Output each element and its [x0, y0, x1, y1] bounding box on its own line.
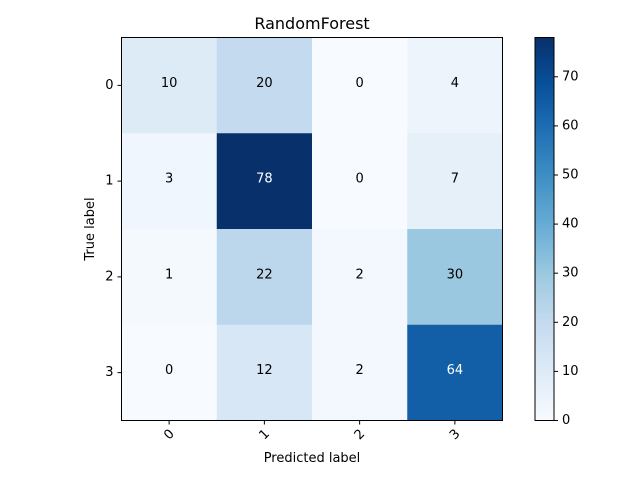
heatmap-cell [216, 324, 313, 421]
heatmap-cell [407, 37, 503, 134]
colorbar-tick-label: 40 [562, 217, 579, 232]
cell-value-label: 2 [355, 363, 363, 378]
y-axis-label: True label [83, 197, 98, 261]
cell-value-label: 20 [256, 76, 273, 91]
cell-value-label: 2 [355, 267, 363, 282]
x-tick-label: 0 [161, 427, 177, 443]
cell-value-label: 3 [165, 172, 173, 187]
heatmap-cells: 10 20 0 43 78 0 71 22 2 300 12 2 64 [121, 37, 503, 421]
heatmap-cell [312, 133, 408, 230]
x-axis-label: Predicted label [264, 451, 361, 466]
cell-value-label: 10 [161, 76, 178, 91]
colorbar-tick-label: 70 [562, 69, 579, 84]
heatmap-cell [407, 229, 503, 326]
colorbar-tick-label: 50 [562, 167, 579, 182]
x-tick-label: 1 [256, 427, 272, 443]
cell-value-label: 64 [447, 363, 464, 378]
colorbar-ticks: 0 10 20 30 40 50 60 70 [554, 69, 579, 428]
colorbar-tick-label: 10 [562, 364, 579, 379]
cell-value-label: 0 [355, 76, 363, 91]
y-axis-ticks: 0 1 2 3 [105, 78, 122, 380]
y-tick-label: 0 [105, 78, 113, 93]
colorbar-tick-label: 0 [562, 413, 570, 428]
heatmap-cell [121, 229, 218, 326]
x-tick-label: 3 [447, 427, 463, 443]
colorbar-tick-label: 60 [562, 118, 579, 133]
heatmap-cell [312, 37, 408, 134]
y-tick-label: 1 [105, 174, 113, 189]
y-tick-label: 3 [105, 365, 113, 380]
heatmap-cell [407, 133, 503, 230]
heatmap-cell [121, 37, 218, 134]
chart-title: RandomForest [254, 14, 369, 33]
cell-value-label: 4 [451, 76, 459, 91]
heatmap-cell [216, 229, 313, 326]
cell-value-label: 7 [451, 172, 459, 187]
cell-value-label: 12 [256, 363, 273, 378]
heatmap-cell [312, 324, 408, 421]
heatmap-cell [121, 133, 218, 230]
cell-value-label: 0 [355, 172, 363, 187]
heatmap-cell [312, 229, 408, 326]
cell-value-label: 0 [165, 363, 173, 378]
cell-value-label: 22 [256, 267, 273, 282]
y-tick-label: 2 [105, 269, 113, 284]
colorbar-tick-label: 30 [562, 266, 579, 281]
cell-value-label: 78 [256, 172, 273, 187]
cell-value-label: 30 [447, 267, 464, 282]
cell-value-label: 1 [165, 267, 173, 282]
heatmap-cell [121, 324, 218, 421]
heatmap-cell [216, 37, 313, 134]
x-tick-label: 2 [352, 427, 368, 443]
x-axis-ticks: 0 1 2 3 [161, 420, 463, 443]
heatmap-cell [407, 324, 503, 421]
colorbar-tick-label: 20 [562, 315, 579, 330]
colorbar [534, 37, 555, 421]
heatmap-cell [216, 133, 313, 230]
plot-frame [121, 37, 503, 421]
